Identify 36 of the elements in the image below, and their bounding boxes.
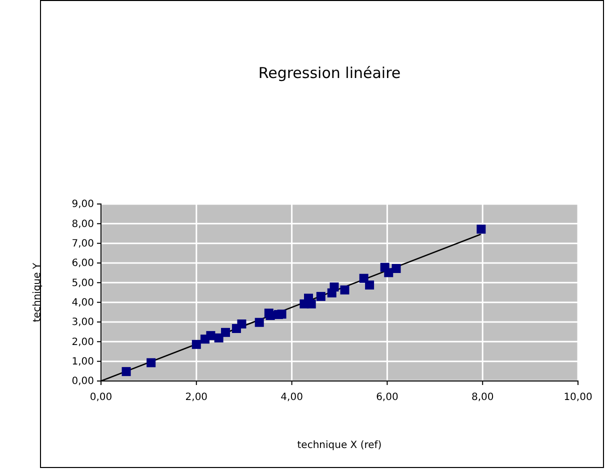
point [340, 285, 350, 294]
y-tick-label: 0,00 [72, 376, 94, 388]
y-tick-label: 2,00 [72, 336, 94, 348]
chart-title: Regression linéaire [258, 64, 401, 82]
y-tick-label: 6,00 [72, 258, 94, 270]
y-tick-label: 1,00 [72, 356, 94, 368]
x-tick-label: 4,00 [280, 392, 303, 403]
point [192, 340, 201, 349]
x-tick-label: 2,00 [185, 392, 208, 403]
y-tick-label: 8,00 [72, 218, 94, 230]
x-tick-label: 0,00 [90, 392, 112, 403]
y-tick-label: 9,00 [72, 199, 94, 210]
y-tick-label: 7,00 [72, 238, 94, 250]
x-tick-label: 10,00 [564, 392, 592, 403]
point [277, 310, 286, 319]
x-tick-label: 8,00 [471, 392, 494, 403]
point [122, 367, 131, 376]
y-tick-label: 4,00 [72, 298, 94, 309]
point [330, 282, 339, 292]
point [306, 299, 316, 308]
y-tick-label: 5,00 [72, 278, 94, 289]
y-tick-label: 3,00 [72, 317, 94, 328]
point [365, 280, 374, 290]
point [220, 328, 230, 337]
point [392, 264, 401, 274]
y-axis-title: technique Y [32, 262, 43, 322]
x-axis-title: technique X (ref) [297, 440, 382, 451]
point [384, 268, 394, 278]
point [266, 311, 275, 320]
point [316, 292, 326, 301]
x-tick-label: 6,00 [376, 392, 398, 403]
point [206, 331, 216, 340]
point [237, 319, 246, 328]
point [476, 224, 486, 234]
point [146, 358, 156, 368]
point [254, 318, 264, 327]
